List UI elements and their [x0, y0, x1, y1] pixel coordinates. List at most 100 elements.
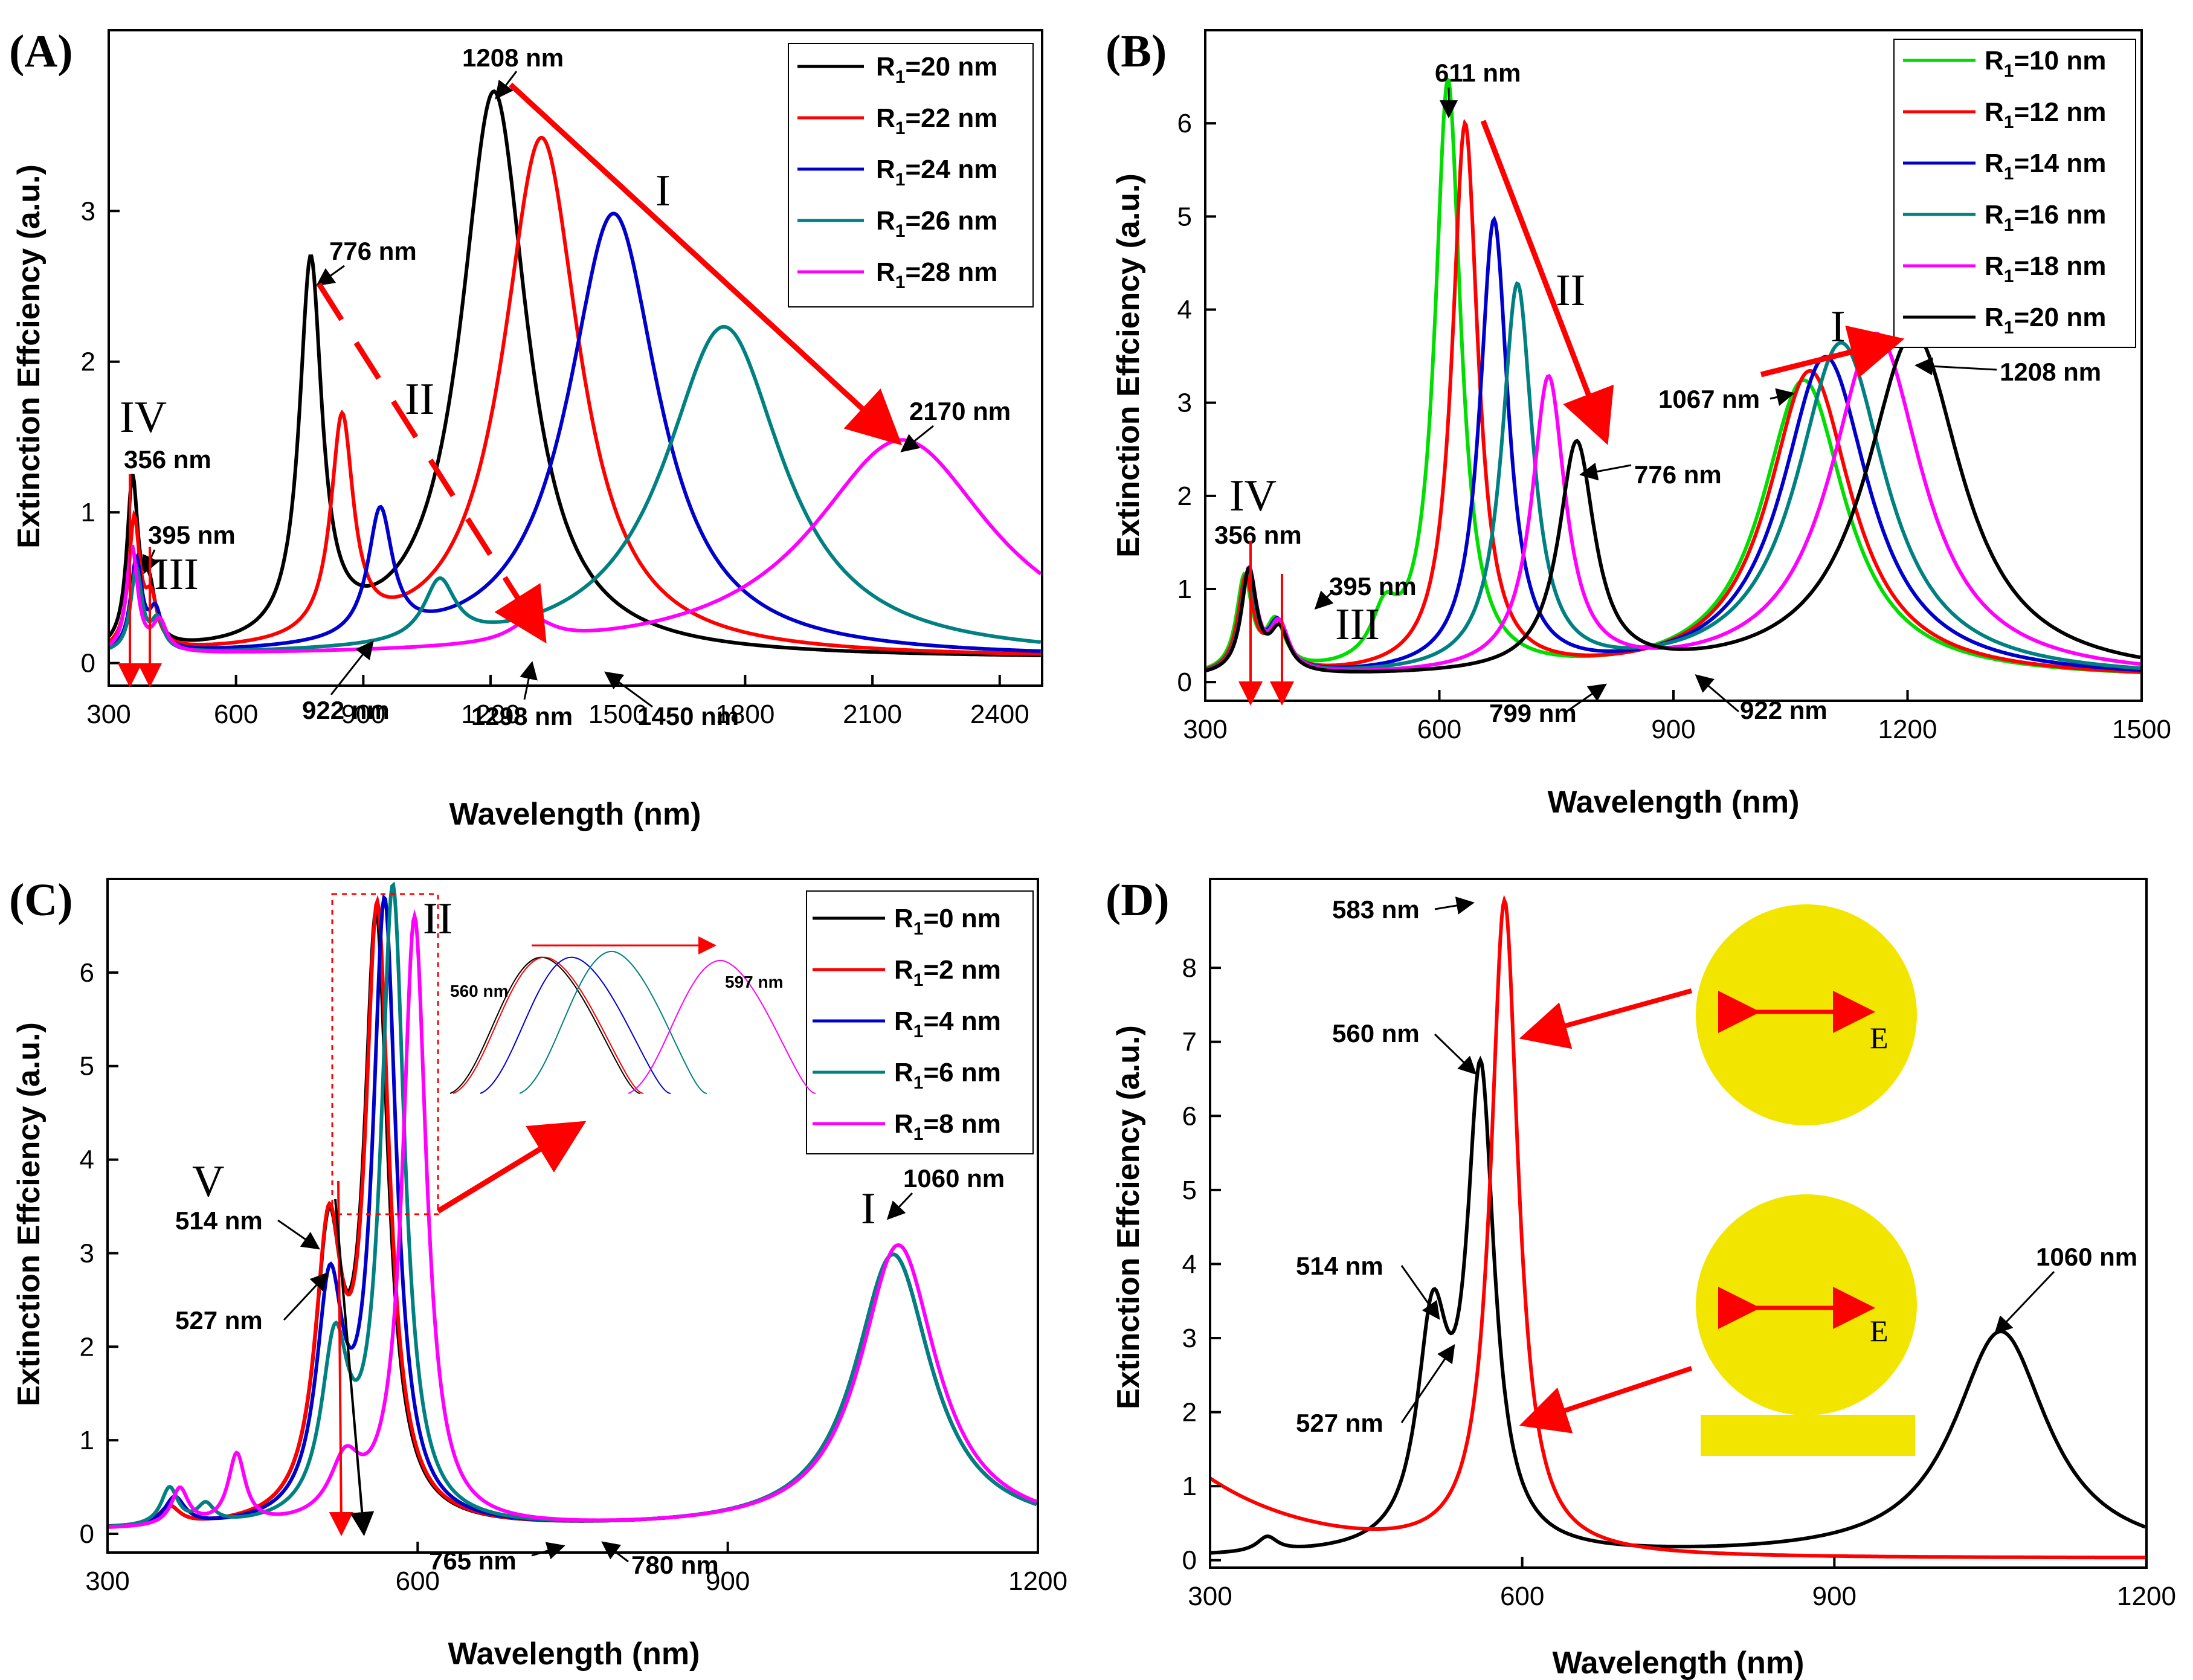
panel-c-curves — [107, 881, 1037, 1529]
legend-rest: =2 nm — [923, 955, 1000, 985]
legend-main: R — [894, 1006, 913, 1036]
legend-main: R — [1985, 303, 2004, 332]
y-tick-label: 3 — [81, 196, 95, 226]
series-line — [108, 136, 1041, 656]
panel-d-curves — [1209, 895, 2146, 1560]
y-tick-label: 6 — [1177, 109, 1192, 138]
legend-item: R1=12 nm — [1903, 97, 2106, 132]
svg-text:R1=28 nm: R1=28 nm — [876, 257, 997, 292]
y-tick-label: 7 — [1182, 1028, 1197, 1057]
legend-sub: 1 — [913, 1124, 924, 1144]
y-tick-label: 0 — [1182, 1546, 1197, 1575]
legend-sub: 1 — [913, 919, 924, 939]
annotation-label: 395 nm — [1329, 572, 1417, 600]
legend-main: R — [894, 1058, 913, 1087]
y-tick-label: 6 — [80, 958, 94, 988]
legend-rest: =8 nm — [923, 1109, 1000, 1139]
series-line — [108, 211, 1041, 653]
roman-label: II — [423, 894, 452, 944]
panel-d: 300 600 900 1200 0 1 2 3 4 5 6 7 8 (D) Wavelength (n… — [1106, 875, 2176, 1680]
svg-text:R1=20 nm: R1=20 nm — [876, 52, 997, 87]
annotation-label: 799 nm — [1489, 699, 1577, 727]
legend-sub: 1 — [895, 118, 906, 138]
legend-item: R1=8 nm — [813, 1109, 1001, 1144]
panel-a-annotations: 1208 nm 776 nm 2170 nm 356 nm 395 nm 922… — [118, 43, 1011, 730]
field-label: E — [1870, 1314, 1889, 1348]
series-line — [1209, 895, 2145, 1560]
panel-b-legend: R1=10 nm R1=12 nm R1=14 nm R1=16 nm R1=1… — [1893, 39, 2136, 348]
legend-sub: 1 — [2004, 164, 2014, 184]
legend-rest: =16 nm — [2014, 200, 2106, 230]
roman-label: V — [192, 1157, 224, 1206]
y-tick-label: 5 — [1177, 202, 1192, 231]
svg-text:R1=18 nm: R1=18 nm — [1985, 251, 2106, 286]
x-tick-label: 300 — [1188, 1582, 1232, 1611]
panel-d-ylabel: Extinction Effciency (a.u.) — [1111, 1025, 1146, 1409]
y-tick-label: 0 — [1177, 668, 1192, 697]
svg-text:R1=4 nm: R1=4 nm — [894, 1006, 1001, 1041]
svg-text:R1=14 nm: R1=14 nm — [1985, 149, 2106, 184]
annotation-label: 776 nm — [1634, 460, 1722, 489]
panel-c-ylabel: Extinction Effciency (a.u.) — [11, 1022, 47, 1406]
annotation-label: 1060 nm — [903, 1164, 1005, 1192]
x-tick-label: 300 — [1183, 715, 1227, 744]
x-tick-label: 900 — [341, 700, 385, 729]
legend-sub: 1 — [2004, 61, 2014, 81]
series-line — [107, 909, 1037, 1529]
legend-main: R — [894, 955, 913, 985]
y-tick-label: 1 — [81, 498, 95, 527]
svg-text:R1=0 nm: R1=0 nm — [894, 904, 1001, 939]
y-tick-label: 3 — [1182, 1324, 1197, 1353]
gold-sphere — [1696, 1194, 1917, 1415]
y-tick-label: 1 — [1182, 1472, 1197, 1501]
annotation-label: 776 nm — [329, 237, 417, 265]
panel-b-curves — [1205, 76, 2141, 674]
y-tick-label: 1 — [1177, 574, 1192, 604]
svg-text:R1=20 nm: R1=20 nm — [1985, 303, 2106, 338]
legend-sub: 1 — [2004, 112, 2014, 132]
inset-label: 597 nm — [725, 973, 784, 991]
roman-label: IV — [1229, 471, 1277, 521]
svg-text:R1=10 nm: R1=10 nm — [1985, 46, 2106, 81]
x-tick-label: 600 — [1500, 1582, 1544, 1611]
panel-b-letter: (B) — [1106, 26, 1167, 77]
annotation-label: 1208 nm — [462, 43, 564, 72]
legend-item: R1=0 nm — [813, 904, 1001, 939]
panel-d-ticks: 300 600 900 1200 0 1 2 3 4 5 6 7 8 — [1182, 953, 2176, 1611]
series-line — [107, 89, 1041, 657]
legend-sub: 1 — [895, 221, 906, 241]
panel-d-annotations: 583 nm 560 nm 514 nm 527 nm 1060 nm — [1296, 895, 2137, 1437]
y-tick-label: 2 — [80, 1332, 94, 1362]
legend-main: R — [876, 155, 895, 184]
annotation-label: 356 nm — [1214, 521, 1302, 549]
legend-sub: 1 — [913, 1073, 924, 1093]
panel-c: 300 600 900 1200 0 1 2 3 4 5 6 (C) Wavelength (nm)… — [9, 875, 1068, 1672]
roman-label: II — [1556, 266, 1585, 315]
svg-text:R1=24 nm: R1=24 nm — [876, 155, 997, 190]
panel-c-frame — [106, 878, 1039, 1554]
annotation-label: 395 nm — [148, 521, 236, 549]
x-tick-label: 900 — [706, 1566, 750, 1596]
annotation-label: 514 nm — [175, 1206, 263, 1235]
legend-main: R — [1985, 200, 2004, 230]
legend-rest: =6 nm — [923, 1058, 1000, 1087]
x-tick-label: 300 — [85, 1566, 129, 1596]
gold-sphere — [1696, 904, 1917, 1125]
legend-main: R — [1985, 251, 2004, 281]
panel-b-xlabel: Wavelength (nm) — [1548, 785, 1800, 820]
x-tick-label: 1500 — [2112, 715, 2171, 744]
roman-label: I — [861, 1184, 876, 1234]
panel-d-xlabel: Wavelength (nm) — [1553, 1646, 1805, 1680]
y-tick-label: 2 — [1177, 481, 1192, 511]
legend-main: R — [876, 257, 895, 287]
annotation-label: 1067 nm — [1658, 385, 1760, 413]
legend-rest: =20 nm — [905, 52, 997, 82]
annotation-label: 560 nm — [1332, 1019, 1420, 1048]
panel-a-legend: R1=20 nm R1=22 nm R1=24 nm R1=26 nm R1=2… — [788, 43, 1034, 307]
legend-item: R1=28 nm — [797, 257, 997, 292]
legend-main: R — [894, 904, 913, 933]
legend-main: R — [894, 1109, 913, 1139]
legend-rest: =28 nm — [905, 257, 997, 287]
x-tick-label: 1800 — [715, 700, 774, 729]
y-tick-label: 0 — [81, 649, 95, 678]
